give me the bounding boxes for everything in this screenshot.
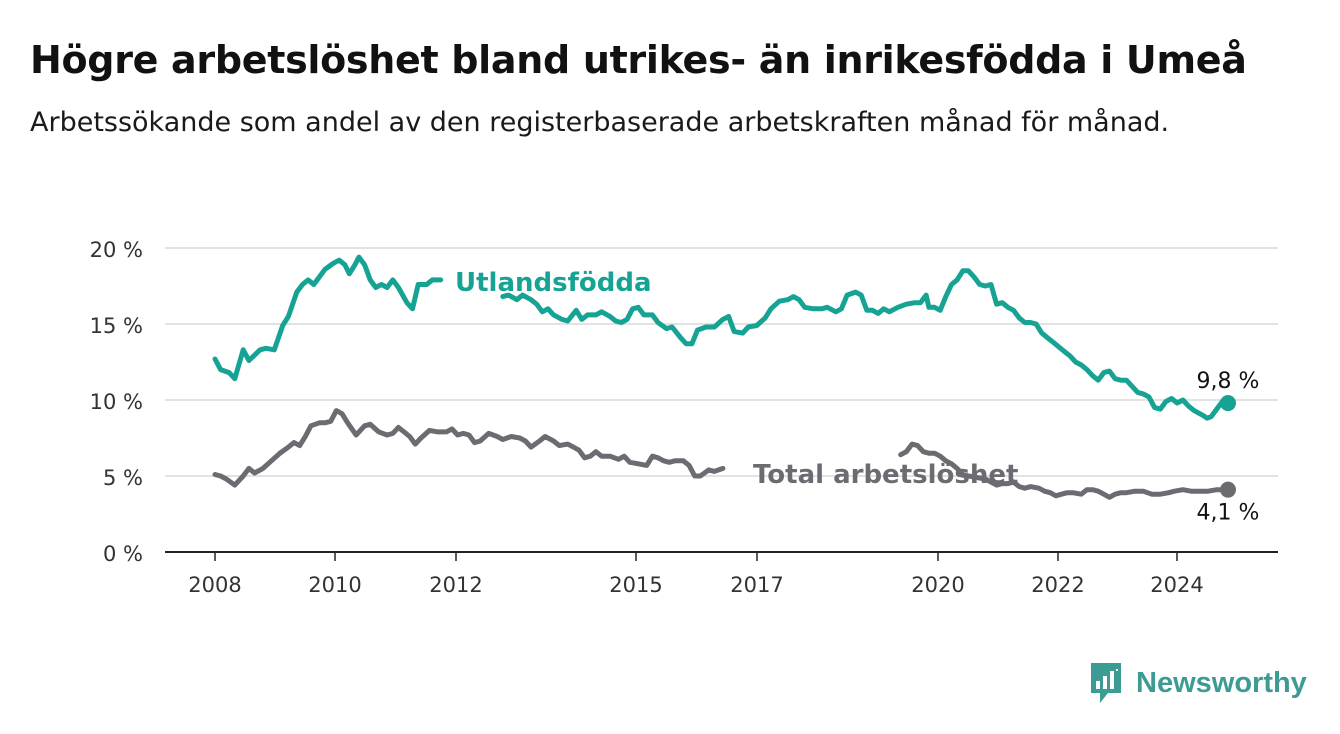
newsworthy-logo-icon: [1091, 663, 1121, 703]
end-marker-utlandsfodda: [1220, 395, 1236, 412]
y-tick-label: 5 %: [103, 466, 143, 490]
x-tick-label: 2010: [308, 573, 361, 597]
chart-title: Högre arbetslöshet bland utrikes- än inr…: [30, 38, 1247, 82]
chart-subtitle: Arbetssökande som andel av den registerb…: [30, 107, 1170, 138]
y-tick-label: 15 %: [90, 314, 143, 338]
y-tick-label: 10 %: [90, 390, 143, 414]
series-label-total: Total arbetslöshet: [753, 460, 1018, 490]
y-tick-label: 0 %: [103, 542, 143, 566]
x-tick-label: 2015: [609, 573, 662, 597]
series-line-total: [898, 441, 1231, 500]
x-tick-label: 2017: [730, 573, 783, 597]
series-line-total: [212, 408, 726, 488]
end-marker-total: [1220, 481, 1236, 498]
end-label-utlandsfodda: 9,8 %: [1197, 369, 1260, 394]
brand-logo: Newsworthy: [1088, 660, 1307, 706]
end-label-total: 4,1 %: [1197, 501, 1260, 526]
series-line-utlandsfodda: [212, 254, 444, 382]
series-label-utlandsfodda: Utlandsfödda: [455, 268, 652, 298]
x-tick-label: 2022: [1031, 573, 1084, 597]
x-tick-label: 2012: [429, 573, 482, 597]
x-tick-label: 2024: [1150, 573, 1203, 597]
x-tick-label: 2008: [188, 573, 241, 597]
x-tick-label: 2020: [911, 573, 964, 597]
y-tick-label: 20 %: [90, 238, 143, 262]
series-line-utlandsfodda: [500, 268, 1231, 421]
brand-name: Newsworthy: [1136, 666, 1307, 699]
